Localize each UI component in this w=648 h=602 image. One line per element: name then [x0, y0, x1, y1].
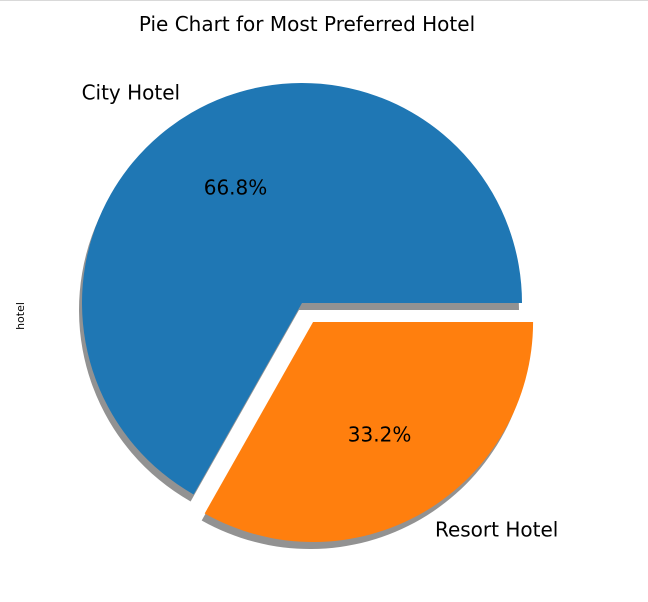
slice-percent-resort-hotel: 33.2%: [348, 423, 412, 447]
pie-labels-group: City Hotel 66.8% Resort Hotel 33.2%: [82, 80, 559, 541]
pie-slices-group: [81, 82, 534, 543]
pie-slice-resort-hotel: [204, 322, 534, 543]
pie-slice-city-hotel: [81, 82, 522, 495]
slice-label-city-hotel: City Hotel: [82, 80, 181, 104]
slice-label-resort-hotel: Resort Hotel: [435, 518, 558, 542]
slice-percent-city-hotel: 66.8%: [204, 175, 268, 199]
top-divider: [0, 0, 648, 1]
chart-title: Pie Chart for Most Preferred Hotel: [139, 12, 475, 36]
y-axis-label: hotel: [14, 302, 27, 330]
